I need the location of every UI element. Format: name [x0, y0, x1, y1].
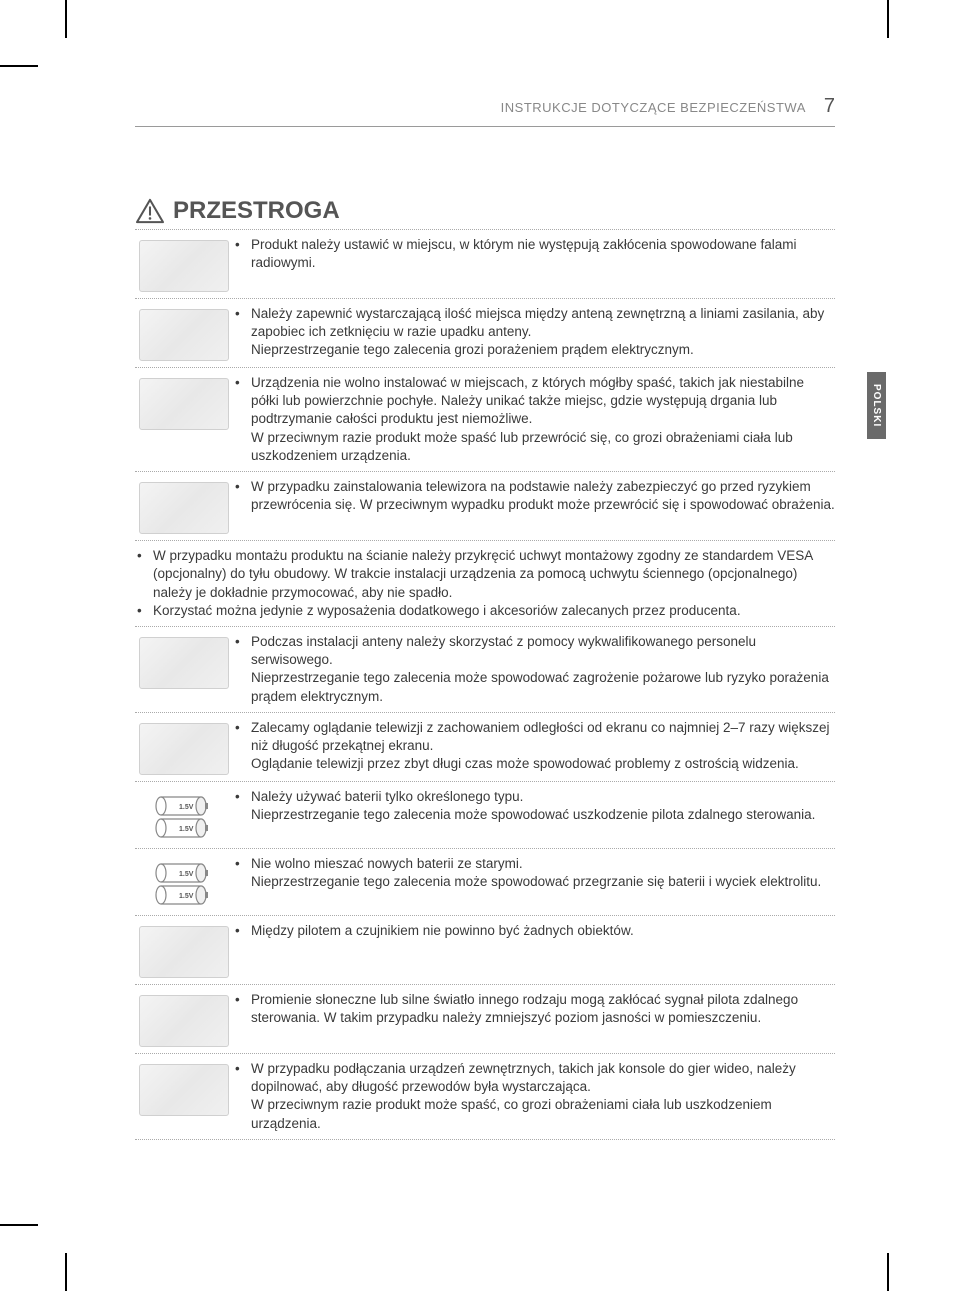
content-cell: Należy używać baterii tylko określonego …	[233, 788, 835, 842]
illustration-cell	[135, 374, 233, 465]
content-cell: Nie wolno mieszać nowych baterii ze star…	[233, 855, 835, 909]
content-cell: W przypadku podłączania urządzeń zewnętr…	[233, 1060, 835, 1133]
warning-icon	[135, 198, 165, 224]
battery-icon: 1.5V 1.5V	[149, 792, 219, 842]
illustration-cell	[135, 305, 233, 361]
caution-item: Podczas instalacji anteny należy skorzys…	[135, 626, 835, 712]
caution-item: 1.5V 1.5V Należy używać baterii tylko ok…	[135, 781, 835, 848]
caution-text: W przypadku zainstalowania telewizora na…	[247, 478, 835, 514]
illustration-cell	[135, 719, 233, 775]
svg-text:1.5V: 1.5V	[179, 871, 194, 878]
illustration-icon	[139, 637, 229, 689]
crop-mark	[65, 0, 67, 38]
illustration-icon	[139, 1064, 229, 1116]
illustration-cell	[135, 922, 233, 978]
content-cell: Podczas instalacji anteny należy skorzys…	[233, 633, 835, 706]
illustration-cell	[135, 991, 233, 1047]
caution-list: Produkt należy ustawić w miejscu, w któr…	[135, 229, 835, 1140]
caution-heading: PRZESTROGA	[135, 197, 835, 225]
caution-text: Między pilotem a czujnikiem nie powinno …	[247, 922, 835, 940]
crop-mark	[0, 65, 38, 67]
caution-text: Zalecamy oglądanie telewizji z zachowani…	[247, 719, 835, 774]
crop-mark	[887, 1253, 889, 1291]
caution-text: Korzystać można jedynie z wyposażenia do…	[149, 602, 835, 620]
caution-text: Urządzenia nie wolno instalować w miejsc…	[247, 374, 835, 465]
caution-text: Nie wolno mieszać nowych baterii ze star…	[247, 855, 835, 891]
crop-mark	[0, 1224, 38, 1226]
illustration-cell: 1.5V 1.5V	[135, 788, 233, 842]
illustration-cell	[135, 1060, 233, 1133]
caution-text: Produkt należy ustawić w miejscu, w któr…	[247, 236, 835, 272]
caution-item: Należy zapewnić wystarczającą ilość miej…	[135, 298, 835, 367]
illustration-icon	[139, 482, 229, 534]
battery-icon: 1.5V 1.5V	[149, 859, 219, 909]
caution-item-full: W przypadku montażu produktu na ścianie …	[135, 540, 835, 626]
caution-text: Promienie słoneczne lub silne światło in…	[247, 991, 835, 1027]
content-cell: Należy zapewnić wystarczającą ilość miej…	[233, 305, 835, 361]
caution-text: W przypadku podłączania urządzeń zewnętr…	[247, 1060, 835, 1133]
illustration-icon	[139, 926, 229, 978]
caution-item: W przypadku zainstalowania telewizora na…	[135, 471, 835, 540]
caution-text: Należy używać baterii tylko określonego …	[247, 788, 835, 824]
caution-label: PRZESTROGA	[173, 197, 340, 225]
content-cell: Zalecamy oglądanie telewizji z zachowani…	[233, 719, 835, 775]
illustration-cell	[135, 478, 233, 534]
illustration-icon	[139, 723, 229, 775]
caution-text: Należy zapewnić wystarczającą ilość miej…	[247, 305, 835, 360]
illustration-icon	[139, 378, 229, 430]
caution-item: Urządzenia nie wolno instalować w miejsc…	[135, 367, 835, 471]
content-cell: W przypadku zainstalowania telewizora na…	[233, 478, 835, 534]
illustration-icon	[139, 995, 229, 1047]
illustration-cell	[135, 236, 233, 292]
illustration-cell	[135, 633, 233, 706]
illustration-icon	[139, 309, 229, 361]
page-content: INSTRUKCJE DOTYCZĄCE BEZPIECZEŃSTWA 7 PR…	[135, 95, 835, 1140]
content-cell: Promienie słoneczne lub silne światło in…	[233, 991, 835, 1047]
caution-item: Produkt należy ustawić w miejscu, w któr…	[135, 229, 835, 298]
svg-text:1.5V: 1.5V	[179, 893, 194, 900]
illustration-icon	[139, 240, 229, 292]
content-cell: Urządzenia nie wolno instalować w miejsc…	[233, 374, 835, 465]
page-header: INSTRUKCJE DOTYCZĄCE BEZPIECZEŃSTWA 7	[135, 95, 835, 127]
svg-text:1.5V: 1.5V	[179, 826, 194, 833]
caution-item: Między pilotem a czujnikiem nie powinno …	[135, 915, 835, 984]
content-cell: Między pilotem a czujnikiem nie powinno …	[233, 922, 835, 978]
crop-mark	[65, 1253, 67, 1291]
page-number: 7	[824, 95, 835, 118]
caution-item: Zalecamy oglądanie telewizji z zachowani…	[135, 712, 835, 781]
caution-text: W przypadku montażu produktu na ścianie …	[149, 547, 835, 602]
caution-item: Promienie słoneczne lub silne światło in…	[135, 984, 835, 1053]
caution-item: W przypadku podłączania urządzeń zewnętr…	[135, 1053, 835, 1140]
caution-item: 1.5V 1.5V Nie wolno mieszać nowych bater…	[135, 848, 835, 915]
caution-text: Podczas instalacji anteny należy skorzys…	[247, 633, 835, 706]
content-cell: Produkt należy ustawić w miejscu, w któr…	[233, 236, 835, 292]
crop-mark	[887, 0, 889, 38]
illustration-cell: 1.5V 1.5V	[135, 855, 233, 909]
section-title: INSTRUKCJE DOTYCZĄCE BEZPIECZEŃSTWA	[501, 100, 806, 115]
svg-text:1.5V: 1.5V	[179, 804, 194, 811]
language-tab: POLSKI	[867, 372, 886, 439]
